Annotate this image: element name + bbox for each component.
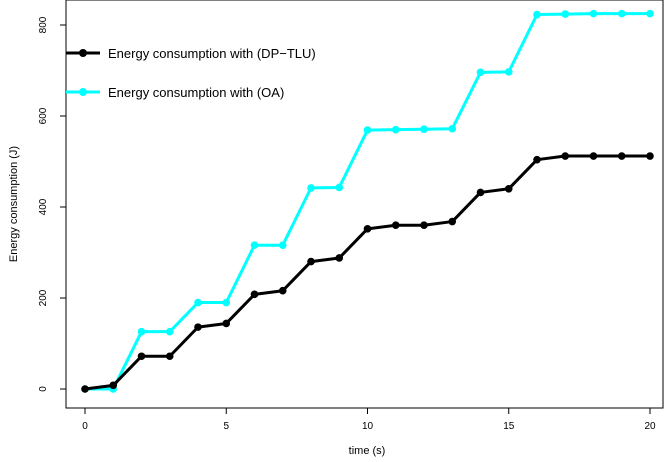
y-tick-label: 800 (38, 16, 49, 33)
data-point-oa (137, 327, 146, 336)
legend-marker-oa (79, 88, 87, 96)
data-point-dp-tlu (194, 323, 202, 331)
x-tick-label: 5 (223, 421, 229, 432)
data-point-dp-tlu (420, 221, 428, 229)
data-point-oa (504, 68, 513, 76)
data-point-dp-tlu (617, 152, 626, 160)
data-point-dp-tlu (335, 254, 344, 262)
legend-label-oa: Energy consumption with (OA) (108, 85, 284, 100)
y-tick-label: 200 (38, 289, 49, 306)
data-point-oa (278, 241, 287, 250)
data-point-oa (646, 9, 654, 18)
y-tick-label: 600 (38, 107, 49, 124)
y-axis-title: Energy consumption (J) (8, 146, 20, 262)
series-dp-tlu (81, 152, 654, 393)
data-point-oa (533, 10, 541, 19)
data-point-oa (589, 9, 598, 18)
data-point-oa (391, 125, 400, 134)
legend-marker-dp-tlu (79, 49, 87, 57)
x-axis-title: time (s) (349, 445, 386, 457)
data-point-dp-tlu (363, 225, 372, 233)
data-point-dp-tlu (137, 352, 146, 361)
data-point-oa (476, 68, 485, 77)
series-layer (81, 9, 654, 393)
data-point-oa (194, 298, 202, 307)
x-tick-label: 15 (503, 421, 515, 432)
data-point-dp-tlu (476, 188, 485, 197)
data-point-dp-tlu (307, 257, 315, 266)
data-point-dp-tlu (222, 319, 231, 328)
data-point-oa (448, 124, 457, 133)
legend: Energy consumption with (DP−TLU) Energy … (66, 46, 316, 100)
data-point-dp-tlu (278, 286, 287, 295)
data-point-oa (561, 10, 570, 18)
data-point-dp-tlu (165, 352, 174, 361)
x-tick-label: 0 (82, 421, 88, 432)
y-tick-label: 0 (38, 386, 49, 392)
data-point-dp-tlu (561, 152, 570, 160)
data-point-oa (363, 126, 372, 134)
data-point-oa (335, 183, 344, 192)
data-point-dp-tlu (504, 185, 513, 193)
data-point-oa (250, 241, 259, 250)
x-tick-label: 10 (362, 421, 374, 432)
data-point-dp-tlu (250, 290, 259, 299)
x-tick-label: 20 (644, 421, 656, 432)
data-point-oa (420, 125, 428, 133)
data-point-oa (222, 298, 231, 307)
data-point-dp-tlu (109, 381, 118, 390)
data-point-oa (307, 184, 315, 192)
data-point-dp-tlu (646, 152, 654, 160)
legend-label-dp-tlu: Energy consumption with (DP−TLU) (108, 46, 316, 61)
data-point-dp-tlu (533, 155, 541, 164)
data-point-dp-tlu (448, 217, 457, 226)
data-point-dp-tlu (391, 221, 400, 229)
y-tick-label: 400 (38, 198, 49, 215)
plot-frame (65, 0, 664, 409)
data-point-oa (165, 327, 174, 336)
data-point-dp-tlu (81, 385, 89, 393)
data-point-oa (617, 9, 626, 18)
data-point-dp-tlu (589, 152, 598, 160)
series-oa (81, 9, 654, 393)
